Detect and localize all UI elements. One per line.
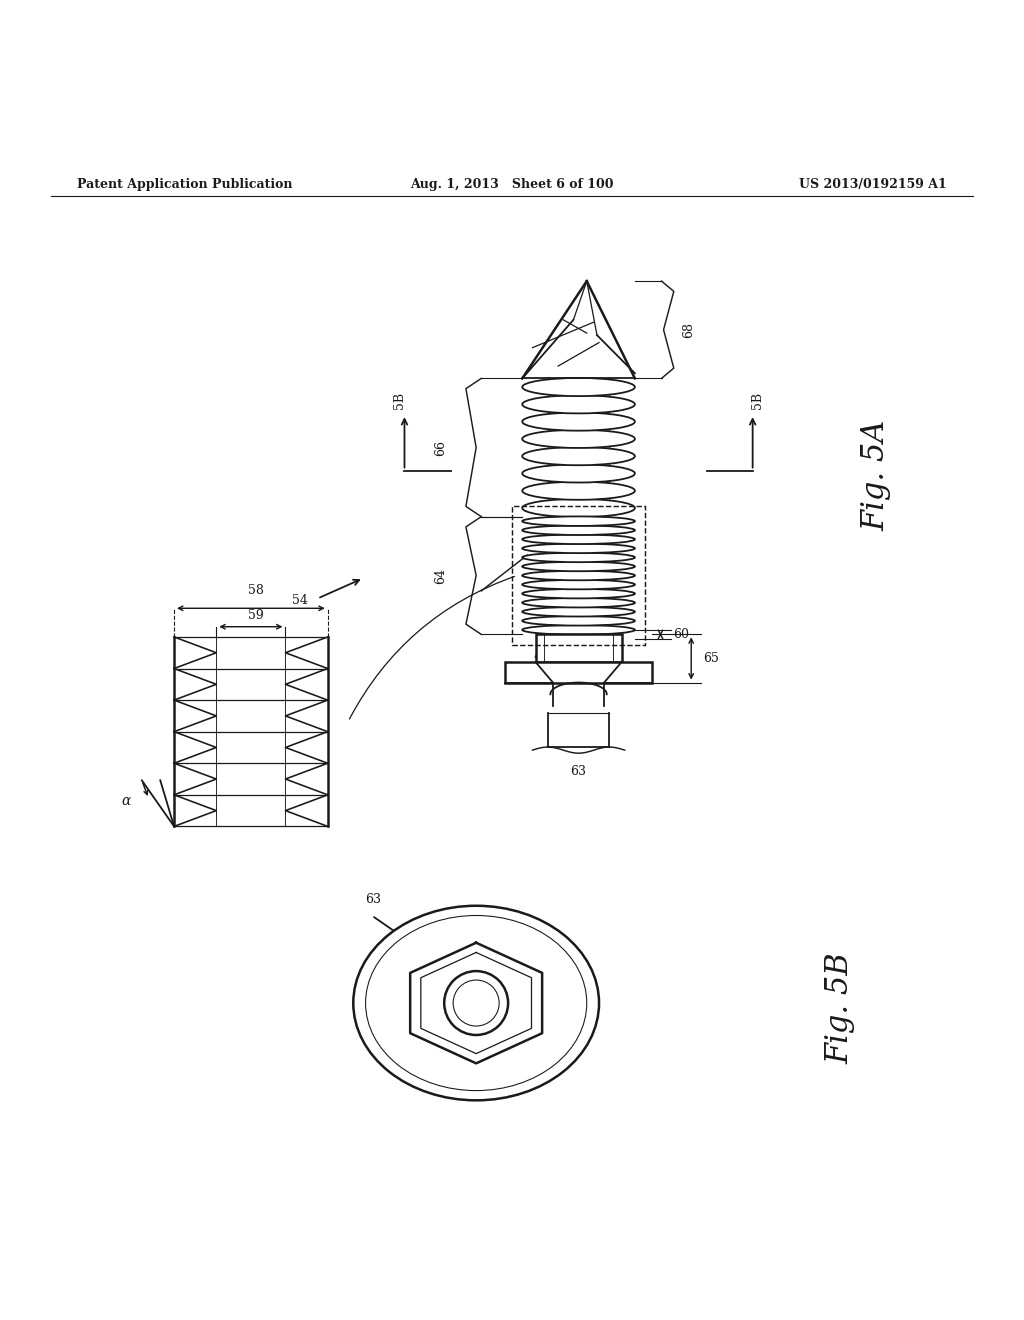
Bar	[512, 507, 645, 644]
Ellipse shape	[522, 598, 635, 607]
Text: Patent Application Publication: Patent Application Publication	[77, 178, 292, 191]
Ellipse shape	[522, 430, 635, 447]
Text: 68: 68	[682, 322, 695, 338]
Ellipse shape	[522, 525, 635, 535]
Ellipse shape	[353, 906, 599, 1101]
Ellipse shape	[522, 465, 635, 483]
Bar	[505, 663, 652, 682]
Text: 59: 59	[248, 609, 264, 622]
Ellipse shape	[522, 413, 635, 430]
Ellipse shape	[522, 447, 635, 465]
Ellipse shape	[522, 570, 635, 581]
Ellipse shape	[522, 482, 635, 500]
Ellipse shape	[522, 579, 635, 589]
Text: 58: 58	[248, 583, 264, 597]
Ellipse shape	[522, 395, 635, 413]
Ellipse shape	[522, 616, 635, 626]
Ellipse shape	[522, 544, 635, 553]
Ellipse shape	[522, 562, 635, 572]
Ellipse shape	[522, 626, 635, 635]
Ellipse shape	[522, 378, 635, 396]
Text: 63: 63	[570, 766, 587, 779]
Text: 63: 63	[366, 892, 382, 906]
Text: Aug. 1, 2013   Sheet 6 of 100: Aug. 1, 2013 Sheet 6 of 100	[411, 178, 613, 191]
Text: 54: 54	[292, 594, 308, 607]
Text: Fig. 5B: Fig. 5B	[824, 952, 855, 1064]
Text: 66: 66	[434, 440, 447, 455]
Ellipse shape	[522, 589, 635, 598]
Ellipse shape	[522, 516, 635, 525]
Text: 60: 60	[673, 628, 689, 642]
Ellipse shape	[522, 553, 635, 562]
Ellipse shape	[522, 607, 635, 616]
Text: α: α	[121, 795, 130, 808]
Ellipse shape	[522, 535, 635, 544]
Circle shape	[444, 972, 508, 1035]
Text: 65: 65	[703, 652, 720, 665]
Text: 64: 64	[434, 568, 447, 583]
Bar	[536, 635, 622, 663]
Text: 5B: 5B	[752, 392, 764, 409]
Text: US 2013/0192159 A1: US 2013/0192159 A1	[800, 178, 947, 191]
Ellipse shape	[522, 499, 635, 517]
Text: Fig. 5A: Fig. 5A	[860, 420, 891, 532]
Text: 5B: 5B	[393, 392, 406, 409]
